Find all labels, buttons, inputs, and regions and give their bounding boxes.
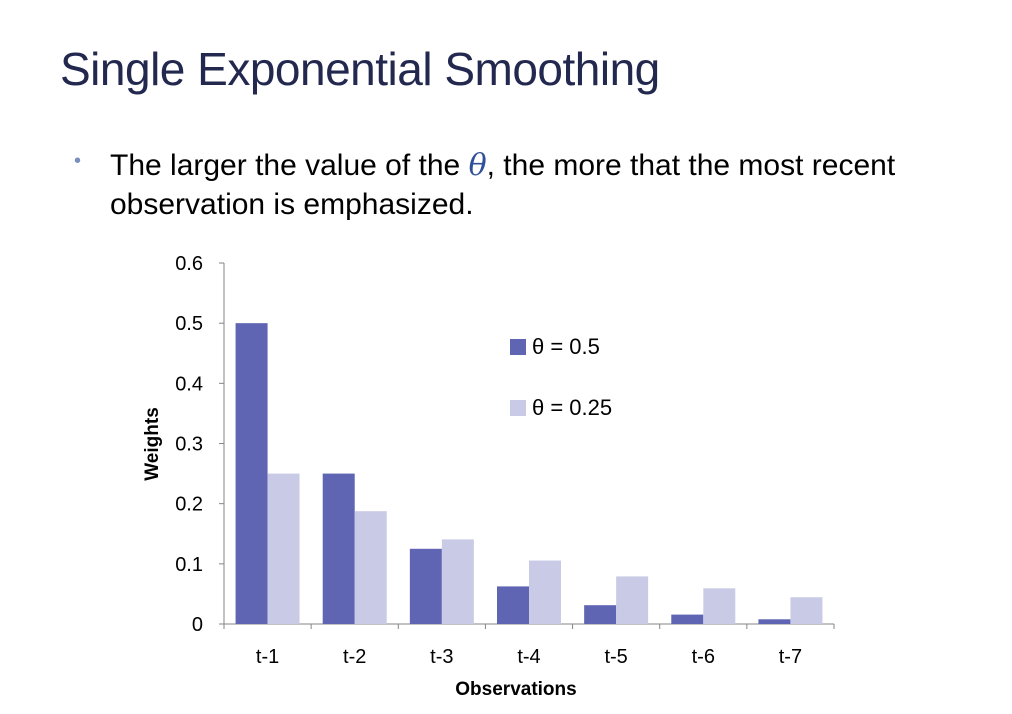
x-tick-label: t-7 xyxy=(779,646,802,668)
y-tick-label: 0.6 xyxy=(175,253,203,275)
bar-t-4-series-2 xyxy=(529,560,561,624)
y-tick-label: 0.1 xyxy=(175,554,203,576)
bar-t-2-series-2 xyxy=(354,511,387,624)
bar-t-5-series-1 xyxy=(584,605,617,624)
y-tick-label: 0.4 xyxy=(175,373,203,395)
y-tick-label: 0 xyxy=(192,614,203,636)
bar-t-5-series-2 xyxy=(616,576,649,624)
bar-t-7-series-1 xyxy=(758,619,791,624)
theta-symbol: θ xyxy=(468,148,487,183)
x-axis-ticks: t-1 t-2 t-3 t-4 t-5 t-6 t-7 xyxy=(223,624,835,668)
legend-swatch-series-1 xyxy=(510,339,526,355)
x-axis-label: Observations xyxy=(455,679,576,700)
x-tick-label: t-2 xyxy=(343,646,366,668)
slide-title: Single Exponential Smoothing xyxy=(60,43,660,95)
bullet-text-before: The larger the value of the xyxy=(110,149,469,182)
bar-t-1-series-2 xyxy=(267,473,300,624)
y-tick-label: 0.2 xyxy=(175,494,203,516)
bullet-text: The larger the value of the θ, the more … xyxy=(110,146,950,224)
bar-t-6-series-1 xyxy=(671,614,704,624)
y-tick-label: 0.3 xyxy=(175,434,203,456)
x-tick-label: t-1 xyxy=(256,646,279,668)
legend-swatch-series-2 xyxy=(510,400,526,416)
bar-t-2-series-1 xyxy=(322,473,355,624)
bar-t-1-series-1 xyxy=(235,323,268,624)
bar-t-6-series-2 xyxy=(703,588,736,624)
bullet-text-after: , the more that the most recent observat… xyxy=(110,149,896,221)
bar-t-7-series-2 xyxy=(790,597,823,624)
legend-label-series-2: θ = 0.25 xyxy=(532,395,612,420)
x-tick-label: t-4 xyxy=(517,646,540,668)
x-tick-label: t-5 xyxy=(604,646,627,668)
bar-t-3-series-1 xyxy=(409,548,442,624)
y-axis-label: Weights xyxy=(142,407,163,481)
x-tick-label: t-6 xyxy=(692,646,715,668)
y-axis-ticks: 0 0.1 0.2 0.3 0.4 0.5 0.6 xyxy=(175,253,224,636)
bullet-dot-icon: • xyxy=(74,150,82,172)
bar-t-4-series-1 xyxy=(497,586,529,624)
x-tick-label: t-3 xyxy=(430,646,453,668)
legend-label-series-1: θ = 0.5 xyxy=(532,334,600,359)
bar-t-3-series-2 xyxy=(441,539,474,624)
bars xyxy=(235,323,823,624)
legend: θ = 0.5 θ = 0.25 xyxy=(510,334,612,420)
y-tick-label: 0.5 xyxy=(175,313,203,335)
